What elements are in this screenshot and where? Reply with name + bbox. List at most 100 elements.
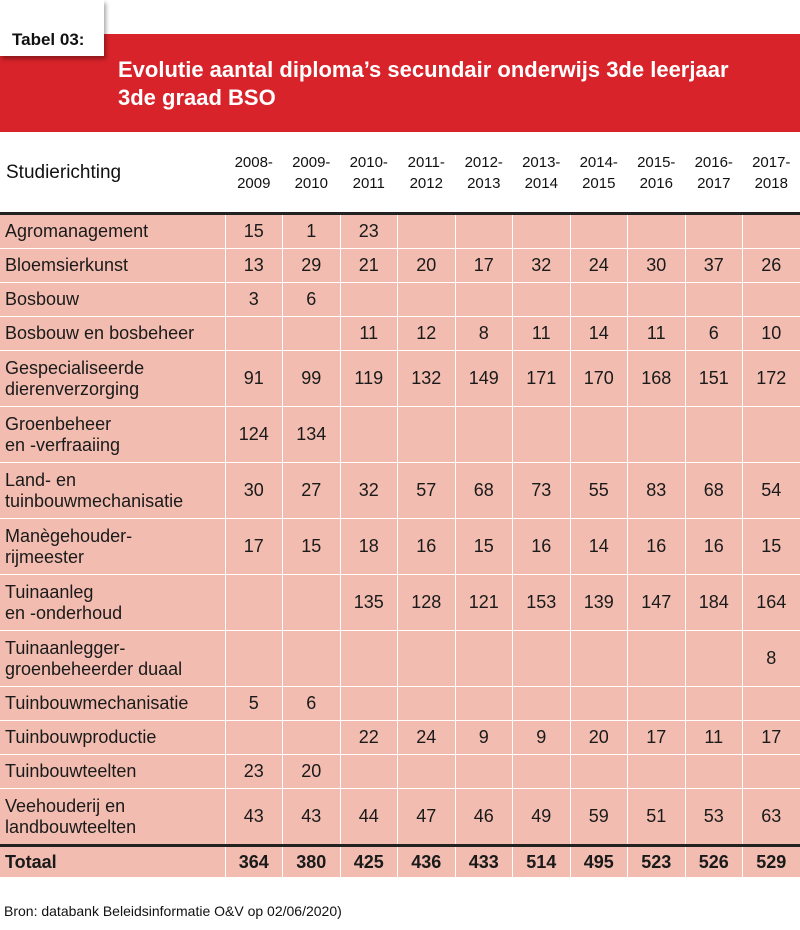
value-cell: 24 <box>570 248 628 283</box>
value-cell: 3 <box>225 282 283 317</box>
row-label-line: Manègehouder- <box>5 525 133 546</box>
value-cell <box>455 754 513 789</box>
table-row: Tuinbouwproductie 22 24 9 9 20 17 11 17 <box>0 720 800 755</box>
total-value-cell: 436 <box>397 844 456 878</box>
value-cell <box>512 213 571 249</box>
value-cell: 135 <box>340 574 398 631</box>
value-cell: 91 <box>225 350 283 407</box>
value-cell: 132 <box>397 350 456 407</box>
year-column-header: 2011- 2012 <box>397 133 455 215</box>
value-cell <box>627 630 686 687</box>
table-number-label: Tabel 03: <box>12 30 85 49</box>
total-value-cell: 529 <box>742 844 800 878</box>
row-label-line: groenbeheerder duaal <box>5 658 183 679</box>
row-label-line: Tuinbouwteelten <box>5 761 137 781</box>
table-row: Agromanagement 15 1 23 <box>0 213 800 249</box>
value-cell: 15 <box>282 518 341 575</box>
value-cell: 68 <box>455 462 513 519</box>
total-value-cell: 425 <box>340 844 398 878</box>
value-cell: 11 <box>627 316 686 351</box>
row-header-label: Studierichting <box>0 133 225 215</box>
value-cell: 63 <box>742 788 800 846</box>
value-cell: 23 <box>340 213 398 249</box>
total-value-cell: 514 <box>512 844 571 878</box>
value-cell <box>742 282 800 317</box>
value-cell: 147 <box>627 574 686 631</box>
year-column-header: 2013- 2014 <box>512 133 570 215</box>
value-cell <box>742 406 800 463</box>
table-row: Groenbeheer en -verfraaiing 124 134 <box>0 406 800 463</box>
value-cell: 32 <box>512 248 571 283</box>
value-cell <box>685 686 743 721</box>
value-cell <box>397 406 456 463</box>
value-cell: 128 <box>397 574 456 631</box>
row-label-line: landbouwteelten <box>5 816 137 837</box>
value-cell <box>627 282 686 317</box>
year-header-line: 2013- <box>522 153 561 171</box>
row-label: Gespecialiseerde dierenverzorging <box>0 350 226 407</box>
value-cell: 151 <box>685 350 743 407</box>
value-cell <box>225 574 283 631</box>
row-label-line: Tuinaanleg <box>5 581 94 602</box>
value-cell <box>685 754 743 789</box>
year-column-header: 2010- 2011 <box>340 133 398 215</box>
total-row: Totaal 364 380 425 436 433 514 495 523 526 529 <box>0 844 800 878</box>
value-cell <box>512 754 571 789</box>
value-cell: 8 <box>455 316 513 351</box>
value-cell: 153 <box>512 574 571 631</box>
value-cell: 23 <box>225 754 283 789</box>
value-cell <box>570 406 628 463</box>
value-cell: 22 <box>340 720 398 755</box>
value-cell <box>512 686 571 721</box>
row-label-line: Gespecialiseerde <box>5 357 145 378</box>
row-label: Land- en tuinbouwmechanisatie <box>0 462 226 519</box>
table-row: Tuinbouwmechanisatie 5 6 <box>0 686 800 721</box>
value-cell: 124 <box>225 406 283 463</box>
row-label: Tuinbouwproductie <box>0 720 226 755</box>
value-cell <box>742 213 800 249</box>
value-cell: 13 <box>225 248 283 283</box>
value-cell: 11 <box>685 720 743 755</box>
table-row: Bosbouw en bosbeheer 11 12 8 11 14 11 6 10 <box>0 316 800 351</box>
total-value-cell: 523 <box>627 844 686 878</box>
value-cell <box>742 686 800 721</box>
value-cell: 14 <box>570 518 628 575</box>
row-label-line: en -onderhoud <box>5 602 123 623</box>
value-cell <box>627 406 686 463</box>
row-label-line: Bosbouw en bosbeheer <box>5 323 195 343</box>
value-cell: 53 <box>685 788 743 846</box>
value-cell <box>685 406 743 463</box>
value-cell <box>397 630 456 687</box>
row-label-line: Tuinbouwmechanisatie <box>5 693 189 713</box>
value-cell: 6 <box>282 282 341 317</box>
row-label-line: Bosbouw <box>5 289 80 309</box>
value-cell <box>340 686 398 721</box>
value-cell: 15 <box>742 518 800 575</box>
value-cell: 55 <box>570 462 628 519</box>
total-value-cell: 495 <box>570 844 628 878</box>
row-label: Bosbouw en bosbeheer <box>0 316 226 351</box>
year-header-line: 2010- <box>349 153 388 171</box>
value-cell: 29 <box>282 248 341 283</box>
value-cell: 164 <box>742 574 800 631</box>
table-row: Bloemsierkunst 13 29 21 20 17 32 24 30 37 26 <box>0 248 800 283</box>
value-cell: 27 <box>282 462 341 519</box>
value-cell <box>512 406 571 463</box>
value-cell: 46 <box>455 788 513 846</box>
value-cell: 12 <box>397 316 456 351</box>
table-number-tag: Tabel 03: <box>0 0 104 56</box>
value-cell <box>282 574 341 631</box>
value-cell <box>627 686 686 721</box>
row-label-line: Land- en <box>5 469 77 490</box>
value-cell: 121 <box>455 574 513 631</box>
value-cell: 37 <box>685 248 743 283</box>
year-column-header: 2014- 2015 <box>570 133 628 215</box>
value-cell <box>685 630 743 687</box>
value-cell <box>225 630 283 687</box>
value-cell <box>455 213 513 249</box>
year-header-line: 2014- <box>579 153 618 171</box>
value-cell <box>455 686 513 721</box>
value-cell <box>685 213 743 249</box>
source-note: Bron: databank Beleidsinformatie O&V op … <box>4 903 342 919</box>
value-cell: 139 <box>570 574 628 631</box>
